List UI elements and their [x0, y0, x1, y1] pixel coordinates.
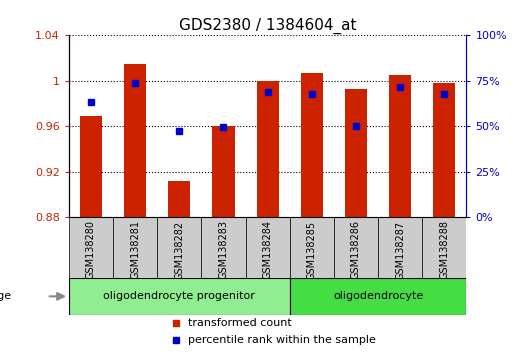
Text: GSM138284: GSM138284 — [263, 221, 272, 280]
FancyBboxPatch shape — [290, 217, 334, 278]
FancyBboxPatch shape — [69, 217, 113, 278]
Text: transformed count: transformed count — [188, 318, 292, 328]
Text: GSM138287: GSM138287 — [395, 221, 405, 280]
FancyBboxPatch shape — [290, 278, 466, 315]
Text: oligodendrocyte: oligodendrocyte — [333, 291, 423, 301]
Text: percentile rank within the sample: percentile rank within the sample — [188, 336, 376, 346]
Text: GSM138280: GSM138280 — [86, 221, 96, 280]
Bar — [257, 81, 279, 217]
Bar — [345, 89, 367, 217]
FancyBboxPatch shape — [334, 217, 378, 278]
FancyBboxPatch shape — [201, 217, 245, 278]
Text: oligodendrocyte progenitor: oligodendrocyte progenitor — [103, 291, 255, 301]
Text: development stage: development stage — [0, 291, 12, 301]
Bar — [213, 126, 234, 217]
FancyBboxPatch shape — [245, 217, 290, 278]
Bar — [124, 64, 146, 217]
Text: GSM138288: GSM138288 — [439, 221, 449, 280]
FancyBboxPatch shape — [378, 217, 422, 278]
Bar — [389, 75, 411, 217]
Text: GSM138285: GSM138285 — [307, 221, 317, 280]
Text: GSM138282: GSM138282 — [174, 221, 184, 280]
Text: GSM138286: GSM138286 — [351, 221, 361, 280]
Bar — [434, 83, 455, 217]
Title: GDS2380 / 1384604_at: GDS2380 / 1384604_at — [179, 18, 356, 34]
FancyBboxPatch shape — [69, 278, 290, 315]
FancyBboxPatch shape — [113, 217, 157, 278]
Bar — [301, 73, 323, 217]
FancyBboxPatch shape — [422, 217, 466, 278]
Text: GSM138281: GSM138281 — [130, 221, 140, 280]
Text: GSM138283: GSM138283 — [218, 221, 228, 280]
Bar — [168, 181, 190, 217]
Bar — [80, 116, 102, 217]
FancyBboxPatch shape — [157, 217, 201, 278]
